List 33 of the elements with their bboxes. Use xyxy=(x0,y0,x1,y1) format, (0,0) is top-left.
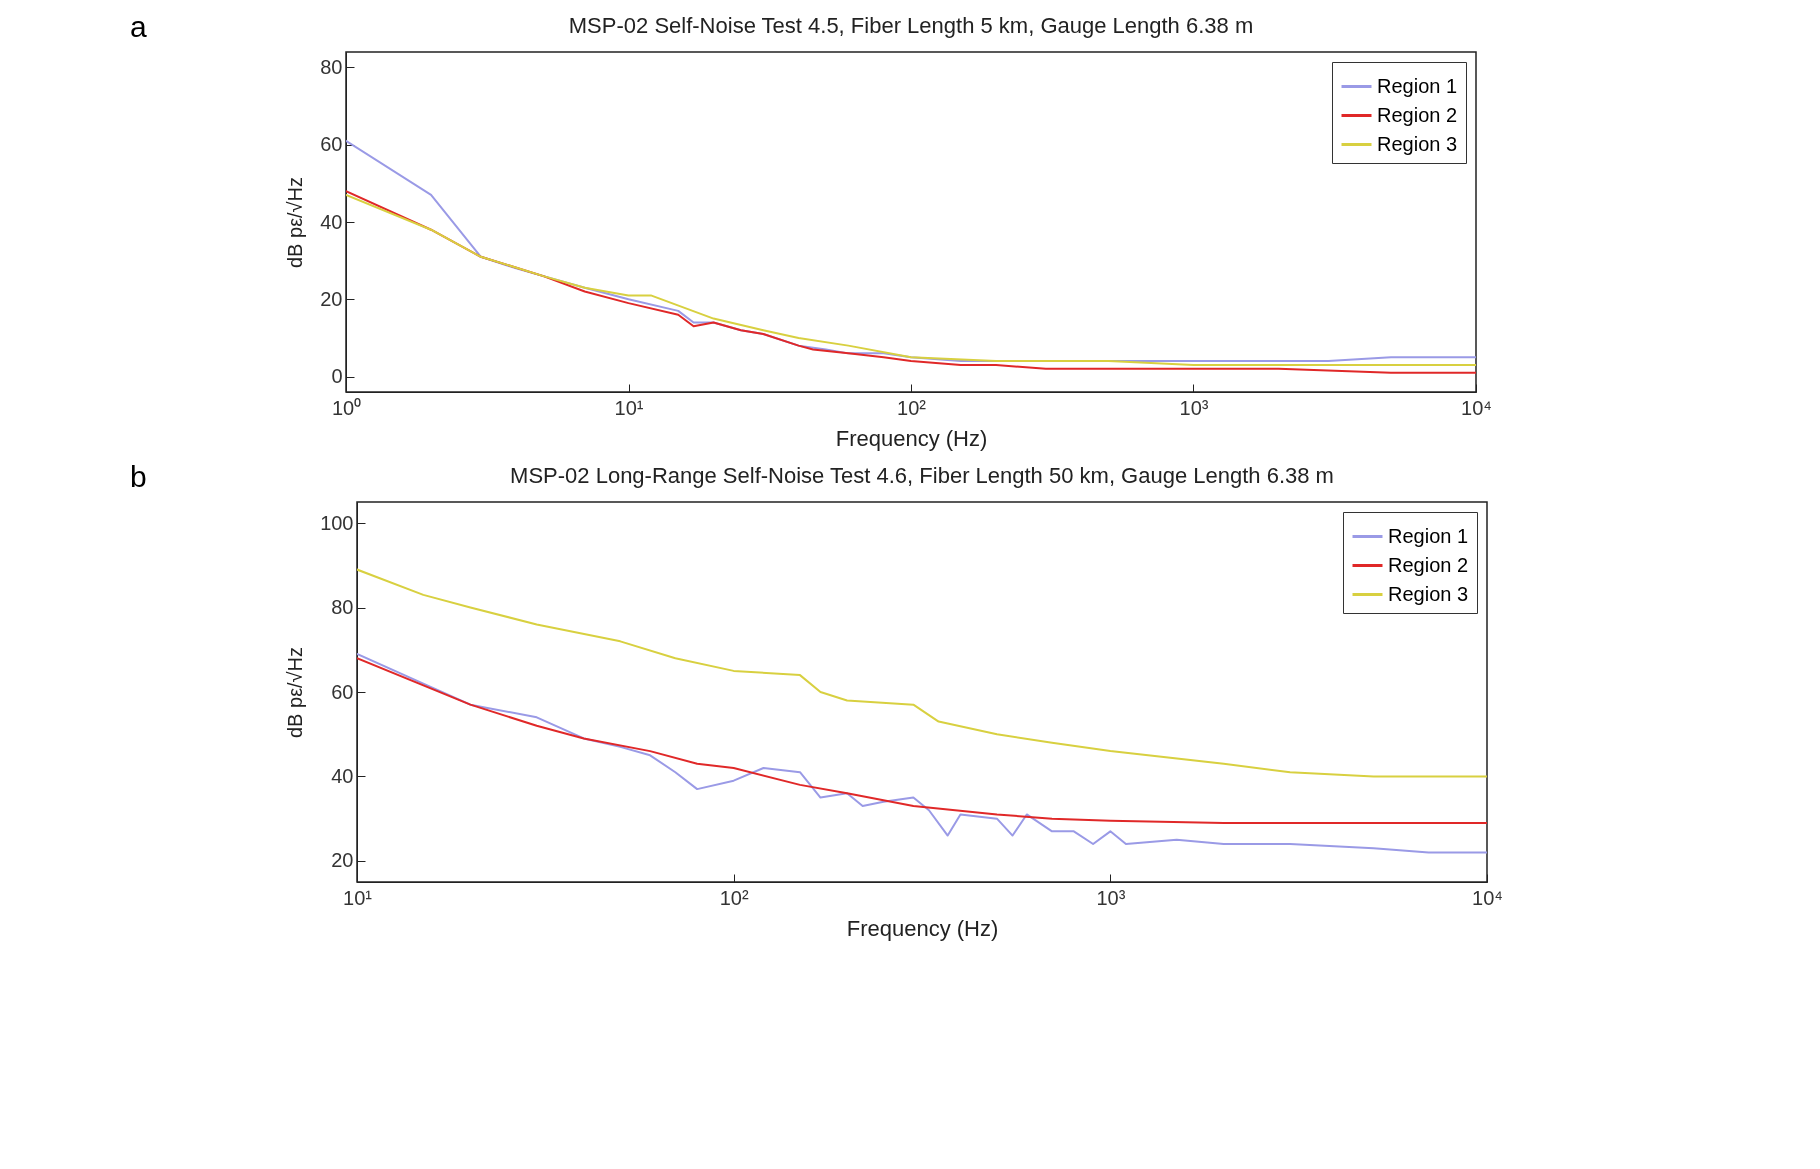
y-tick-label: 20 xyxy=(331,849,354,872)
x-axis-title: Frequency (Hz) xyxy=(835,425,988,451)
legend-label: Region 1 xyxy=(1377,74,1458,97)
y-tick-label: 80 xyxy=(320,55,343,78)
x-tick-label: 10³ xyxy=(1179,396,1209,419)
x-tick-label: 10² xyxy=(719,886,749,909)
y-tick-label: 60 xyxy=(320,133,343,156)
legend-label: Region 3 xyxy=(1377,132,1458,155)
chart-title: MSP-02 Long-Range Self-Noise Test 4.6, Fiber Length 50 km, Gauge Length 6.38 m xyxy=(510,463,1334,488)
x-tick-label: 10¹ xyxy=(614,396,644,419)
legend-label: Region 3 xyxy=(1388,582,1469,605)
x-tick-label: 10⁴ xyxy=(1461,396,1492,419)
y-tick-label: 80 xyxy=(331,596,354,619)
text: b xyxy=(130,460,147,494)
y-tick-label: 40 xyxy=(320,210,343,233)
legend-label: Region 2 xyxy=(1377,103,1458,126)
y-axis-title: dB pε/√Hz xyxy=(284,646,307,739)
x-tick-label: 10¹ xyxy=(343,886,373,909)
y-tick-label: 100 xyxy=(320,511,354,534)
y-tick-label: 0 xyxy=(331,365,343,388)
legend-label: Region 2 xyxy=(1388,553,1469,576)
y-tick-label: 40 xyxy=(331,764,354,787)
x-tick-label: 10⁴ xyxy=(1472,886,1503,909)
x-tick-label: 10³ xyxy=(1096,886,1126,909)
y-tick-label: 60 xyxy=(331,680,354,703)
x-tick-label: 10² xyxy=(897,396,927,419)
legend-label: Region 1 xyxy=(1388,524,1469,547)
x-axis-title: Frequency (Hz) xyxy=(846,915,999,941)
x-tick-label: 10⁰ xyxy=(331,396,362,419)
chart-title: MSP-02 Self-Noise Test 4.5, Fiber Length 5 km, Gauge Length 6.38 m xyxy=(568,13,1254,38)
y-tick-label: 20 xyxy=(320,287,343,310)
text: a xyxy=(130,10,147,44)
y-axis-title: dB pε/√Hz xyxy=(284,176,307,269)
